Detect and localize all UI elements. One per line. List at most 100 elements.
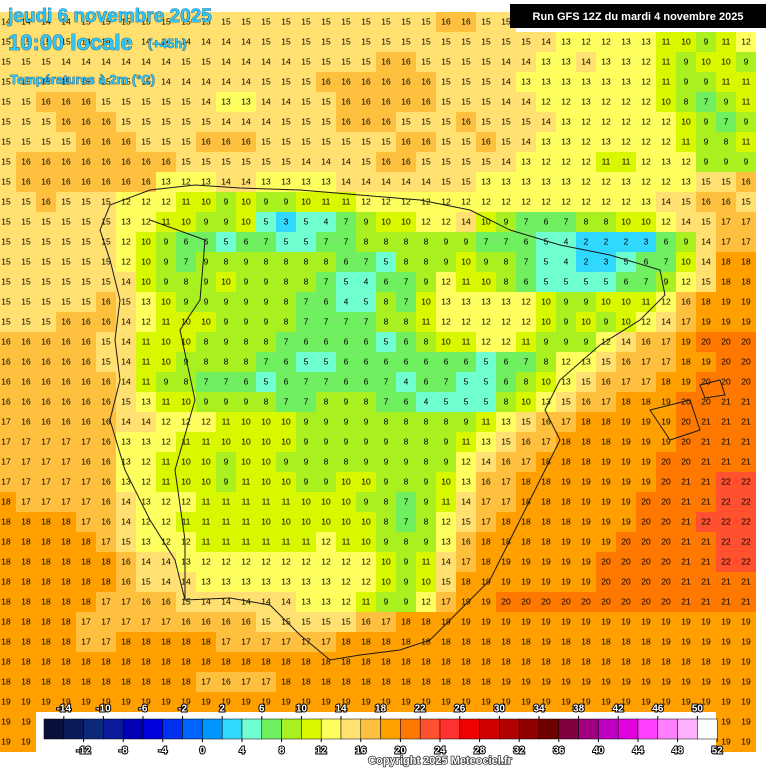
temp-cell (136, 592, 156, 612)
temp-value: 11 (242, 536, 251, 546)
temp-cell (36, 612, 56, 632)
temp-value: 16 (41, 356, 51, 366)
temp-value: 14 (121, 56, 131, 66)
temp-cell (616, 652, 636, 672)
temp-value: 18 (361, 636, 371, 646)
temp-cell (216, 672, 236, 692)
temp-value: 18 (521, 656, 531, 666)
temp-value: 5 (484, 396, 489, 406)
temp-cell (716, 552, 736, 572)
temp-value: 19 (721, 736, 731, 746)
temp-cell (636, 132, 656, 152)
temp-value: 17 (501, 496, 511, 506)
temp-value: 10 (541, 296, 551, 306)
temp-value: 12 (461, 456, 471, 466)
temp-cell (36, 672, 56, 692)
temp-cell (516, 272, 536, 292)
temp-value: 17 (81, 636, 91, 646)
temp-cell (496, 652, 516, 672)
temp-value: 15 (81, 216, 91, 226)
temp-value: 18 (21, 616, 31, 626)
temp-value: 12 (321, 556, 331, 566)
temp-cell (736, 312, 756, 332)
temp-cell (396, 52, 416, 72)
temp-value: 16 (61, 396, 71, 406)
temp-value: 9 (204, 256, 209, 266)
temp-cell (76, 232, 96, 252)
temp-value: 6 (644, 256, 649, 266)
temp-cell (636, 152, 656, 172)
temp-value: 18 (501, 636, 511, 646)
temp-value: 15 (321, 96, 331, 106)
temp-cell (0, 292, 16, 312)
temp-value: 5 (384, 336, 389, 346)
temp-cell (676, 312, 696, 332)
temp-cell (296, 32, 316, 52)
temp-cell (596, 192, 616, 212)
temp-cell (696, 52, 716, 72)
temp-cell (716, 412, 736, 432)
temp-value: 14 (121, 316, 131, 326)
temp-value: 10 (221, 436, 231, 446)
temp-cell (216, 52, 236, 72)
temp-value: 18 (41, 576, 51, 586)
temp-value: 13 (601, 76, 611, 86)
temp-value: 16 (121, 156, 131, 166)
temp-cell (376, 252, 396, 272)
temp-value: 10 (601, 296, 611, 306)
temp-value: 19 (681, 636, 691, 646)
temp-cell (696, 612, 716, 632)
temp-cell (196, 612, 216, 632)
temp-value: 20 (721, 336, 731, 346)
temp-value: 18 (561, 636, 571, 646)
temp-value: 15 (21, 136, 31, 146)
temp-value: 20 (741, 356, 751, 366)
temp-value: 14 (241, 116, 251, 126)
temp-value: 10 (181, 336, 191, 346)
temp-cell (0, 532, 16, 552)
temp-cell (176, 392, 196, 412)
temp-cell (256, 212, 276, 232)
temp-value: 10 (461, 256, 471, 266)
temp-cell (36, 252, 56, 272)
temp-value: 19 (501, 576, 511, 586)
temp-value: 14 (521, 136, 531, 146)
temp-value: 18 (201, 636, 211, 646)
temp-cell (296, 472, 316, 492)
temp-cell (376, 532, 396, 552)
temp-cell (36, 512, 56, 532)
temp-value: 14 (281, 596, 291, 606)
temp-cell (236, 432, 256, 452)
temp-value: 8 (224, 256, 229, 266)
temp-value: 8 (404, 536, 409, 546)
temp-value: 18 (461, 676, 471, 686)
temp-value: 12 (361, 576, 371, 586)
temp-cell (316, 232, 336, 252)
temp-value: 6 (364, 356, 369, 366)
temp-cell (356, 592, 376, 612)
temp-cell (116, 352, 136, 372)
temp-cell (576, 72, 596, 92)
temp-cell (516, 532, 536, 552)
temp-cell (456, 12, 476, 32)
temp-cell (156, 352, 176, 372)
temp-value: 21 (701, 556, 711, 566)
colorbar-label: 50 (692, 704, 704, 715)
temp-value: 18 (181, 656, 191, 666)
temp-cell (636, 612, 656, 632)
temp-value: 8 (604, 216, 609, 226)
colorbar-label: 38 (573, 704, 585, 715)
temp-cell (256, 32, 276, 52)
temp-cell (76, 532, 96, 552)
temp-cell (736, 92, 756, 112)
temp-cell (396, 592, 416, 612)
temp-value: 15 (41, 276, 51, 286)
temp-cell (596, 32, 616, 52)
date-title: jeudi 6 novembre 2025 (7, 6, 212, 27)
temp-value: 10 (481, 276, 491, 286)
temp-cell (516, 132, 536, 152)
temp-cell (556, 652, 576, 672)
temp-cell (36, 392, 56, 412)
temp-value: 19 (561, 476, 571, 486)
temp-value: 8 (424, 416, 429, 426)
